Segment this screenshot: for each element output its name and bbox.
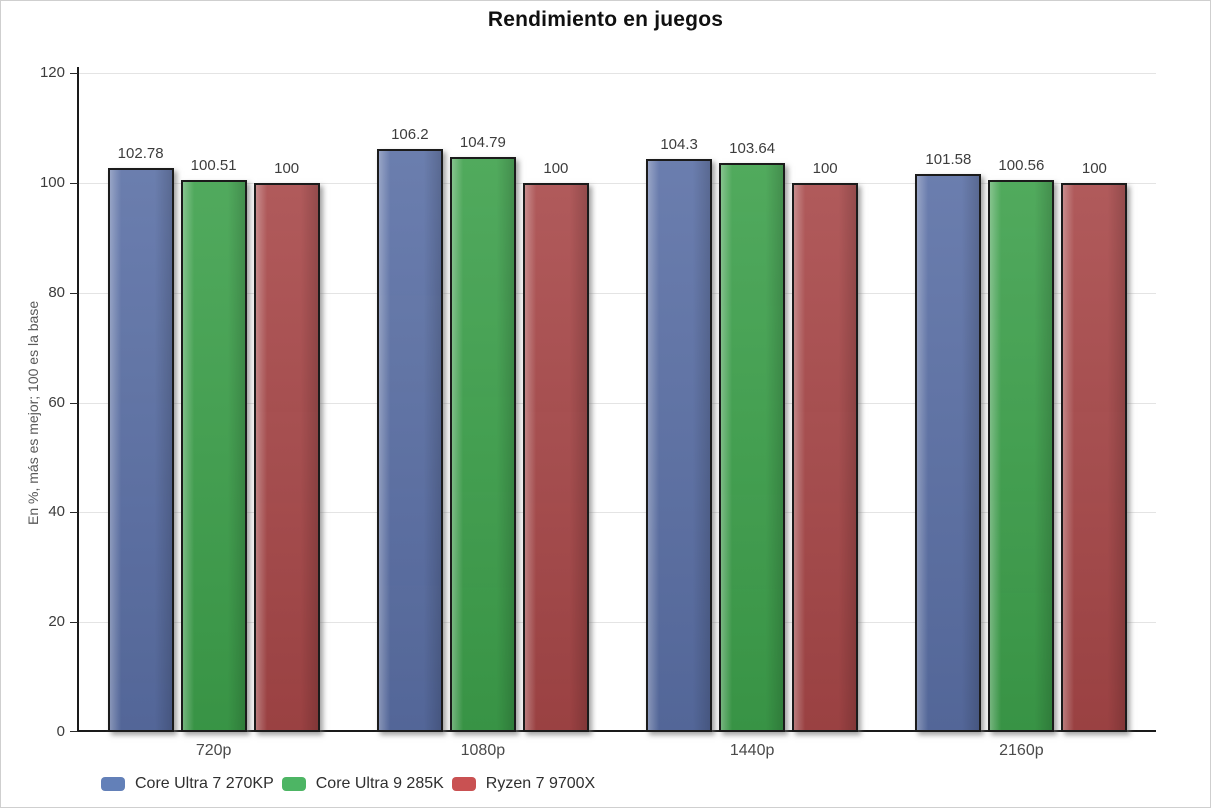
bar-1080p-core-ultra-9-285k <box>449 156 516 732</box>
bar-720p-ryzen-7-9700x <box>253 182 320 732</box>
bar-2160p-core-ultra-9-285k <box>988 179 1055 732</box>
bar-value-label: 103.64 <box>729 139 776 157</box>
bar-value-label: 100 <box>274 159 300 177</box>
bar-group-2160p: 101.58 100.56 100 <box>887 73 1156 732</box>
bar-group-720p: 102.78 100.51 100 <box>79 73 348 732</box>
bar-720p-core-ultra-9-285k <box>180 180 247 732</box>
bar-value-label: 106.2 <box>391 125 429 143</box>
bar-1080p-core-ultra-7-270kp <box>376 148 443 732</box>
legend-swatch-icon <box>101 777 125 791</box>
y-tick-label-120: 120 <box>39 64 65 81</box>
bar-1440p-core-ultra-7-270kp <box>646 159 713 732</box>
legend: Core Ultra 7 270KP Core Ultra 9 285K Ryzen… <box>101 775 595 793</box>
gridline-60 <box>79 402 1156 404</box>
y-tick-label-100: 100 <box>39 173 65 191</box>
gridline-120 <box>79 73 1156 74</box>
x-category-label-1440p: 1440p <box>729 742 775 759</box>
plot-area: 0 20 40 60 80 100 120 102.78 100.51 100 720p 106.2 1… <box>40 64 1156 759</box>
y-tick-label-20: 20 <box>48 613 65 631</box>
gridline-20 <box>79 622 1156 624</box>
y-tick-100 <box>70 182 78 184</box>
bar-2160p-core-ultra-7-270kp <box>915 174 982 732</box>
y-tick-20 <box>70 622 78 624</box>
bar-group-1440p: 104.3 103.64 100 <box>618 73 887 732</box>
y-tick-label-60: 60 <box>48 393 65 411</box>
bar-1440p-ryzen-7-9700x <box>792 182 859 732</box>
legend-label: Core Ultra 7 270KP <box>135 775 274 792</box>
y-tick-0 <box>70 731 78 732</box>
x-category-label-2160p: 2160p <box>999 742 1044 759</box>
bar-group-1080p: 106.2 104.79 100 <box>348 73 617 732</box>
bar-value-label: 102.78 <box>117 144 164 162</box>
y-axis-title: En %, más es mejor; 100 es la base <box>25 300 41 525</box>
bar-value-label: 100 <box>543 159 569 177</box>
bar-value-label: 104.79 <box>459 133 506 151</box>
bar-value-label: 101.58 <box>925 151 972 169</box>
legend-item-core-ultra-7-270kp[interactable]: Core Ultra 7 270KP <box>101 775 274 793</box>
y-tick-40 <box>70 512 78 514</box>
bar-value-label: 100.51 <box>190 157 237 175</box>
legend-swatch-icon <box>451 777 476 791</box>
y-tick-label-80: 80 <box>48 283 65 301</box>
bar-720p-core-ultra-7-270kp <box>107 167 174 732</box>
y-tick-label-40: 40 <box>48 503 65 521</box>
y-tick-80 <box>70 292 78 294</box>
legend-label: Ryzen 7 9700X <box>485 775 596 792</box>
y-tick-120 <box>70 73 78 74</box>
x-axis-line <box>77 730 1156 732</box>
chart-title: Rendimiento en juegos <box>487 8 724 31</box>
gridline-40 <box>79 512 1156 514</box>
x-category-label-720p: 720p <box>195 742 232 759</box>
bar-1080p-ryzen-7-9700x <box>522 182 589 732</box>
legend-label: Core Ultra 9 285K <box>315 775 444 792</box>
bar-value-label: 100.56 <box>998 156 1045 174</box>
bar-2160p-ryzen-7-9700x <box>1061 182 1128 732</box>
legend-item-ryzen-7-9700x[interactable]: Ryzen 7 9700X <box>451 775 596 793</box>
gridline-100 <box>79 182 1156 184</box>
y-tick-60 <box>70 402 78 404</box>
bar-value-label: 100 <box>812 159 838 177</box>
y-axis-line <box>77 67 79 732</box>
bar-value-label: 100 <box>1081 159 1107 177</box>
legend-swatch-icon <box>281 777 306 791</box>
bar-1440p-core-ultra-9-285k <box>719 162 786 732</box>
legend-item-core-ultra-9-285k[interactable]: Core Ultra 9 285K <box>281 775 444 793</box>
gridline-80 <box>79 292 1156 294</box>
y-tick-label-0: 0 <box>56 723 65 740</box>
bar-value-label: 104.3 <box>660 136 698 154</box>
x-category-label-1080p: 1080p <box>460 742 506 759</box>
